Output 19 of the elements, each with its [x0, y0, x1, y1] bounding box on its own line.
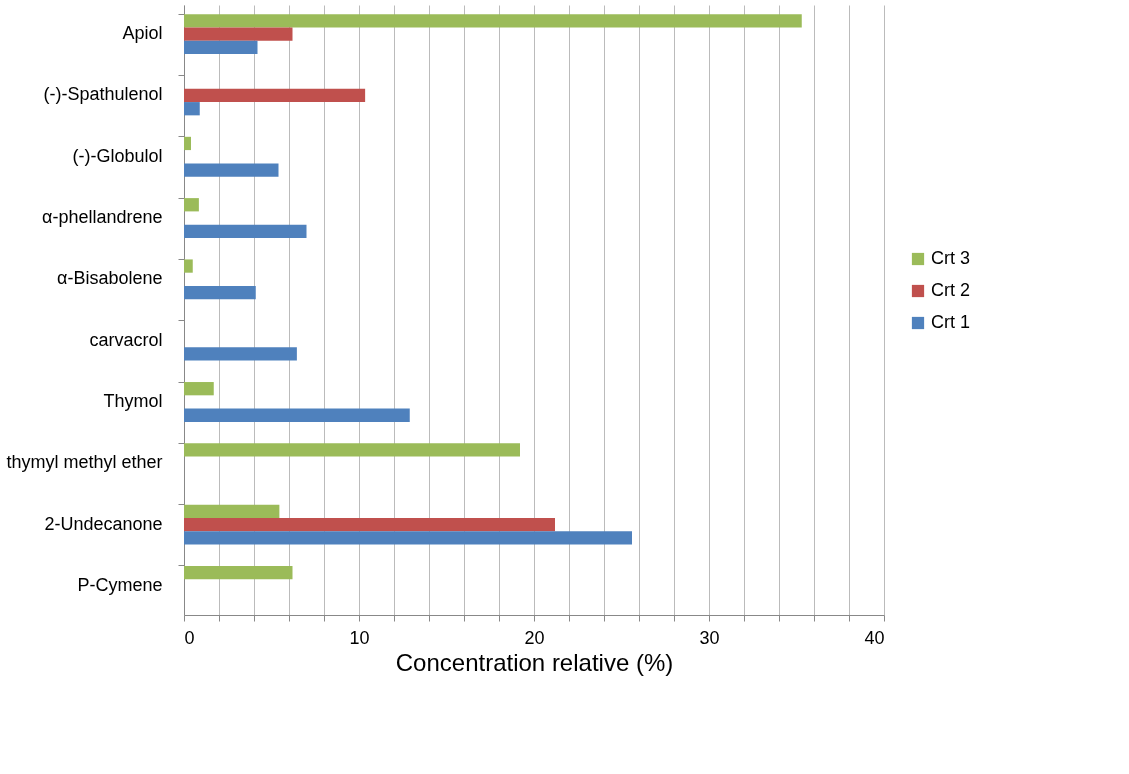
legend-label: Crt 2	[931, 280, 971, 300]
y-tick-label: P-Cymene	[77, 574, 163, 595]
y-tick-label: 2-Undecanone	[44, 513, 163, 534]
legend-label: Crt 1	[931, 312, 971, 332]
y-tick-label: α-phellandrene	[42, 207, 163, 228]
y-tick-label: (-)-Spathulenol	[43, 84, 163, 105]
y-tick-label: Thymol	[103, 390, 163, 411]
x-tick-label: 20	[524, 627, 545, 648]
y-tick-label: carvacrol	[89, 329, 163, 350]
y-tick-label: α-Bisabolene	[57, 268, 163, 289]
x-tick-label: 30	[699, 627, 720, 648]
legend-label: Crt 3	[931, 248, 971, 268]
x-tick-label: 40	[864, 627, 885, 648]
y-tick-label: thymyl methyl ether	[6, 452, 163, 473]
y-tick-label: Apiol	[122, 23, 163, 44]
x-tick-label: 0	[184, 627, 195, 648]
y-tick-label: (-)-Globulol	[72, 145, 163, 166]
x-tick-label: 10	[349, 627, 370, 648]
x-axis-title: Concentration relative (%)	[395, 648, 674, 676]
